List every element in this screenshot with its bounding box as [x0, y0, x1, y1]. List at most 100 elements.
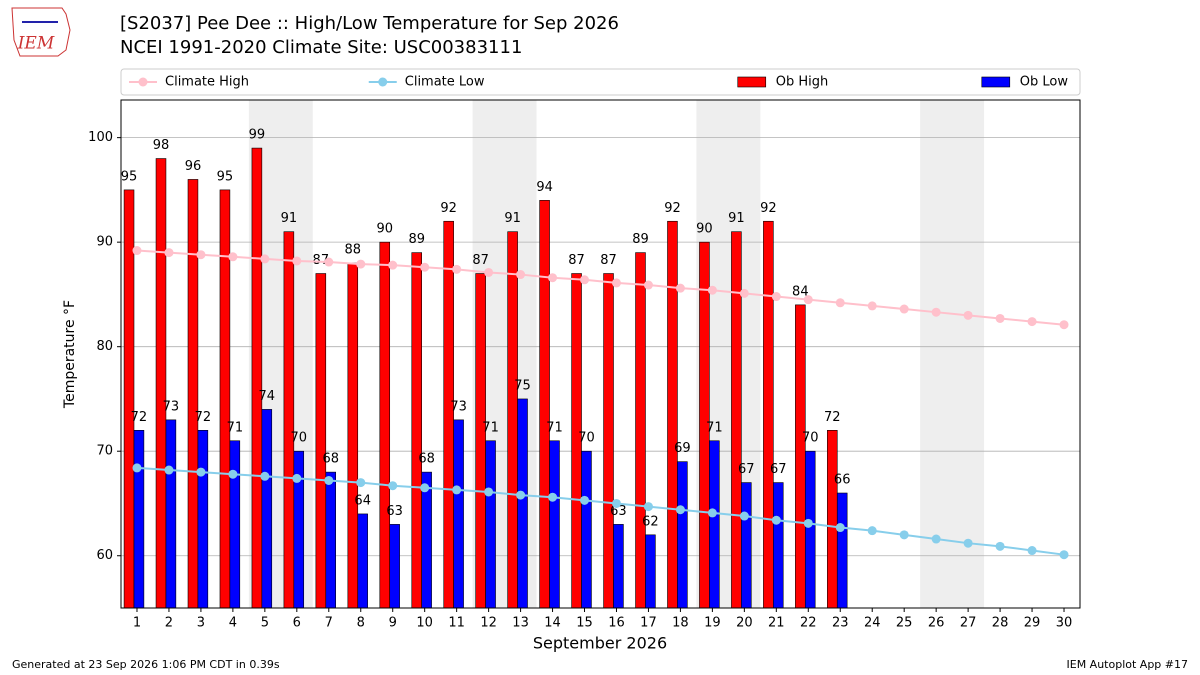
bar — [677, 461, 688, 609]
bar — [123, 189, 135, 609]
bar — [325, 471, 336, 609]
bar — [731, 231, 742, 609]
data-label: 71 — [546, 420, 563, 435]
data-label: 70 — [802, 431, 819, 446]
bar — [187, 179, 199, 609]
x-tick-label: 13 — [512, 616, 529, 631]
bar — [347, 262, 359, 609]
x-tick-label: 22 — [800, 616, 817, 631]
data-label: 95 — [121, 169, 138, 184]
point — [196, 467, 206, 477]
data-label: 91 — [504, 211, 521, 226]
data-label: 71 — [227, 420, 244, 435]
x-tick-label: 8 — [357, 616, 365, 631]
x-tick-label: 11 — [448, 616, 465, 631]
data-label: 68 — [322, 452, 339, 467]
bar — [539, 200, 550, 609]
point — [548, 492, 558, 502]
data-label: 72 — [131, 410, 148, 425]
bar — [283, 231, 295, 609]
x-axis-label: September 2026 — [533, 634, 667, 653]
y-axis-label: Temperature °F — [62, 300, 78, 409]
chart-title: [S2037] Pee Dee :: High/Low Temperature … — [120, 13, 619, 34]
point — [260, 471, 270, 481]
point — [164, 465, 174, 475]
point — [611, 278, 621, 288]
data-label: 91 — [281, 211, 298, 226]
point — [548, 273, 558, 283]
legend-label: Climate Low — [405, 75, 485, 90]
point — [420, 262, 430, 272]
point — [452, 264, 462, 274]
point — [963, 538, 973, 548]
point — [388, 260, 398, 270]
bar — [603, 273, 614, 609]
bar — [549, 440, 560, 609]
point — [931, 307, 941, 317]
bar — [773, 482, 784, 609]
bar — [581, 450, 592, 609]
bar — [645, 534, 656, 609]
bar — [219, 189, 231, 609]
data-label: 89 — [632, 232, 649, 247]
data-label: 96 — [185, 159, 202, 174]
data-label: 94 — [536, 180, 553, 195]
x-tick-label: 18 — [672, 616, 689, 631]
data-label: 72 — [824, 410, 841, 425]
bar — [741, 482, 752, 609]
data-label: 74 — [259, 389, 276, 404]
data-label: 91 — [728, 211, 745, 226]
bar — [836, 492, 848, 609]
point — [1059, 550, 1069, 560]
point — [484, 267, 494, 277]
legend-swatch — [737, 76, 767, 88]
data-label: 66 — [834, 473, 851, 488]
legend-marker — [138, 77, 148, 87]
point — [995, 313, 1005, 323]
point — [1059, 320, 1069, 330]
point — [324, 475, 334, 485]
bar — [827, 430, 838, 609]
data-label: 70 — [290, 431, 307, 446]
data-label: 63 — [610, 504, 627, 519]
bar — [411, 252, 422, 609]
data-label: 68 — [418, 452, 435, 467]
point — [356, 478, 366, 488]
data-label: 95 — [217, 169, 234, 184]
legend-box — [120, 68, 1081, 96]
bar — [804, 450, 816, 609]
point — [707, 285, 717, 295]
point — [388, 481, 398, 491]
point — [420, 483, 430, 493]
bar — [635, 252, 646, 609]
data-label: 92 — [760, 201, 777, 216]
point — [1027, 317, 1037, 327]
data-label: 87 — [568, 253, 585, 268]
x-tick-label: 3 — [197, 616, 205, 631]
y-tick-label: 60 — [96, 548, 113, 563]
point — [228, 469, 238, 479]
y-tick-label: 90 — [96, 235, 113, 250]
point — [835, 523, 845, 533]
x-tick-label: 29 — [1024, 616, 1041, 631]
bar — [709, 440, 720, 609]
x-tick-label: 24 — [864, 616, 881, 631]
point — [867, 526, 877, 536]
point — [771, 515, 781, 525]
bar — [261, 409, 273, 609]
bar — [507, 231, 518, 609]
point — [899, 530, 909, 540]
plot-frame — [120, 99, 1081, 609]
point — [196, 250, 206, 260]
footer-left: Generated at 23 Sep 2026 1:06 PM CDT in … — [12, 658, 280, 671]
x-tick-label: 26 — [928, 616, 945, 631]
y-tick-label: 70 — [96, 444, 113, 459]
legend-label: Ob Low — [1020, 75, 1069, 90]
bar — [475, 273, 486, 609]
bar — [133, 430, 145, 609]
logo-outline — [11, 7, 71, 57]
footer-right: IEM Autoplot App #17 — [1067, 658, 1189, 671]
data-label: 87 — [600, 253, 617, 268]
data-label: 84 — [792, 284, 809, 299]
